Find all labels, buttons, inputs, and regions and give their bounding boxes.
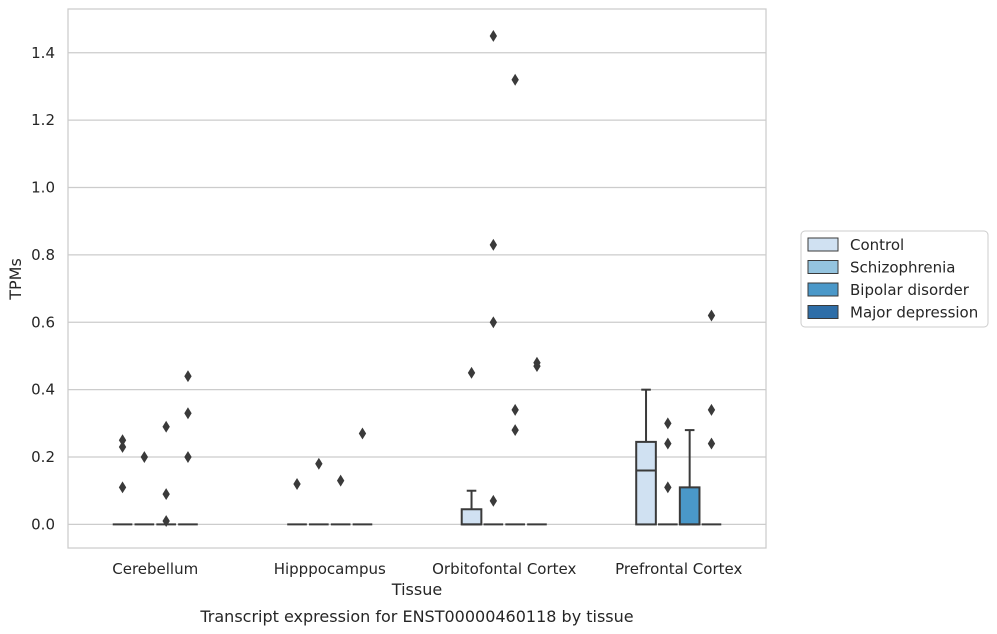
legend-item: Bipolar disorder xyxy=(807,281,970,299)
box-bipolar-disorder xyxy=(156,420,176,527)
box-bipolar-disorder xyxy=(678,429,701,526)
legend-item: Major depression xyxy=(807,304,978,322)
legend-label: Major depression xyxy=(850,304,978,322)
outlier-point xyxy=(184,407,192,420)
box-body xyxy=(635,440,657,526)
y-tick-label: 0.8 xyxy=(31,246,55,264)
outlier-point xyxy=(489,30,498,42)
legend-label: Schizophrenia xyxy=(850,259,955,277)
outlier-point xyxy=(184,370,192,383)
outlier-point xyxy=(533,360,541,373)
outlier-point xyxy=(511,403,519,416)
x-tick-label: Cerebellum xyxy=(112,560,198,578)
plot-frame xyxy=(67,8,767,549)
box-major-depression xyxy=(178,370,198,526)
outlier-point xyxy=(162,488,170,501)
outlier-point xyxy=(489,494,498,507)
box-control xyxy=(287,478,307,526)
box-body xyxy=(460,508,483,526)
y-tick-label: 0.6 xyxy=(31,313,55,331)
box-bipolar-disorder xyxy=(330,474,351,526)
y-tick-label: 0.2 xyxy=(31,448,55,466)
outlier-point xyxy=(467,366,476,379)
outlier-point xyxy=(664,417,672,430)
x-tick-label: Hipppocampus xyxy=(274,560,386,578)
outlier-point xyxy=(118,481,127,494)
outlier-point xyxy=(162,420,170,433)
grid-lines xyxy=(68,52,766,526)
legend: Control Schizophrenia Bipolar disorder Majo… xyxy=(800,230,989,328)
legend-frame xyxy=(800,230,989,328)
legend-label: Bipolar disorder xyxy=(850,281,970,299)
box-schizophrenia xyxy=(658,417,678,526)
y-tick-label: 0.4 xyxy=(31,381,55,399)
legend-item: Schizophrenia xyxy=(807,259,955,277)
box-major-depression xyxy=(527,356,547,526)
outlier-point xyxy=(664,437,672,450)
outlier-point xyxy=(707,403,716,416)
outlier-point xyxy=(511,424,519,437)
x-tick-label: Prefrontal Cortex xyxy=(615,560,742,578)
outlier-point xyxy=(118,440,127,453)
x-axis-ticks: Cerebellum Hipppocampus Orbitofontal Corte… xyxy=(112,560,742,578)
box-bipolar-disorder xyxy=(505,73,525,526)
outlier-point xyxy=(664,481,672,494)
box-plot-series xyxy=(112,30,722,527)
legend-swatch xyxy=(807,237,839,252)
legend-swatch xyxy=(807,305,839,319)
outlier-point xyxy=(511,73,519,86)
outlier-point xyxy=(315,457,323,470)
y-axis-ticks: 0.0 0.2 0.4 0.6 0.8 1.0 1.2 1.4 xyxy=(31,44,55,534)
box-control xyxy=(460,366,483,526)
outlier-point xyxy=(707,309,716,322)
outlier-point xyxy=(162,515,170,527)
chart-caption: Transcript expression for ENST0000046011… xyxy=(199,607,633,626)
legend-label: Control xyxy=(850,236,904,254)
outlier-point xyxy=(184,451,192,463)
legend-swatch xyxy=(807,260,839,274)
outlier-point xyxy=(140,451,149,463)
y-axis-label: TPMs xyxy=(6,258,25,301)
outlier-point xyxy=(489,238,498,251)
box-major-depression xyxy=(701,309,722,526)
outlier-point xyxy=(489,316,498,329)
y-tick-label: 1.2 xyxy=(31,111,55,129)
outlier-point xyxy=(293,478,301,490)
box-schizophrenia xyxy=(134,451,155,526)
y-tick-label: 1.4 xyxy=(31,44,55,62)
y-tick-label: 1.0 xyxy=(31,179,55,197)
outlier-point xyxy=(358,427,367,440)
x-axis-label: Tissue xyxy=(391,580,442,599)
box-control xyxy=(635,388,657,526)
box-body xyxy=(678,486,701,526)
box-control xyxy=(112,434,133,526)
legend-swatch xyxy=(807,282,839,297)
box-schizophrenia xyxy=(483,30,504,526)
outlier-point xyxy=(336,474,345,487)
y-tick-label: 0.0 xyxy=(31,515,55,533)
box-major-depression xyxy=(352,427,373,526)
x-tick-label: Orbitofontal Cortex xyxy=(432,560,576,578)
outlier-point xyxy=(707,437,716,450)
legend-item: Control xyxy=(807,236,904,254)
box-schizophrenia xyxy=(309,457,329,526)
